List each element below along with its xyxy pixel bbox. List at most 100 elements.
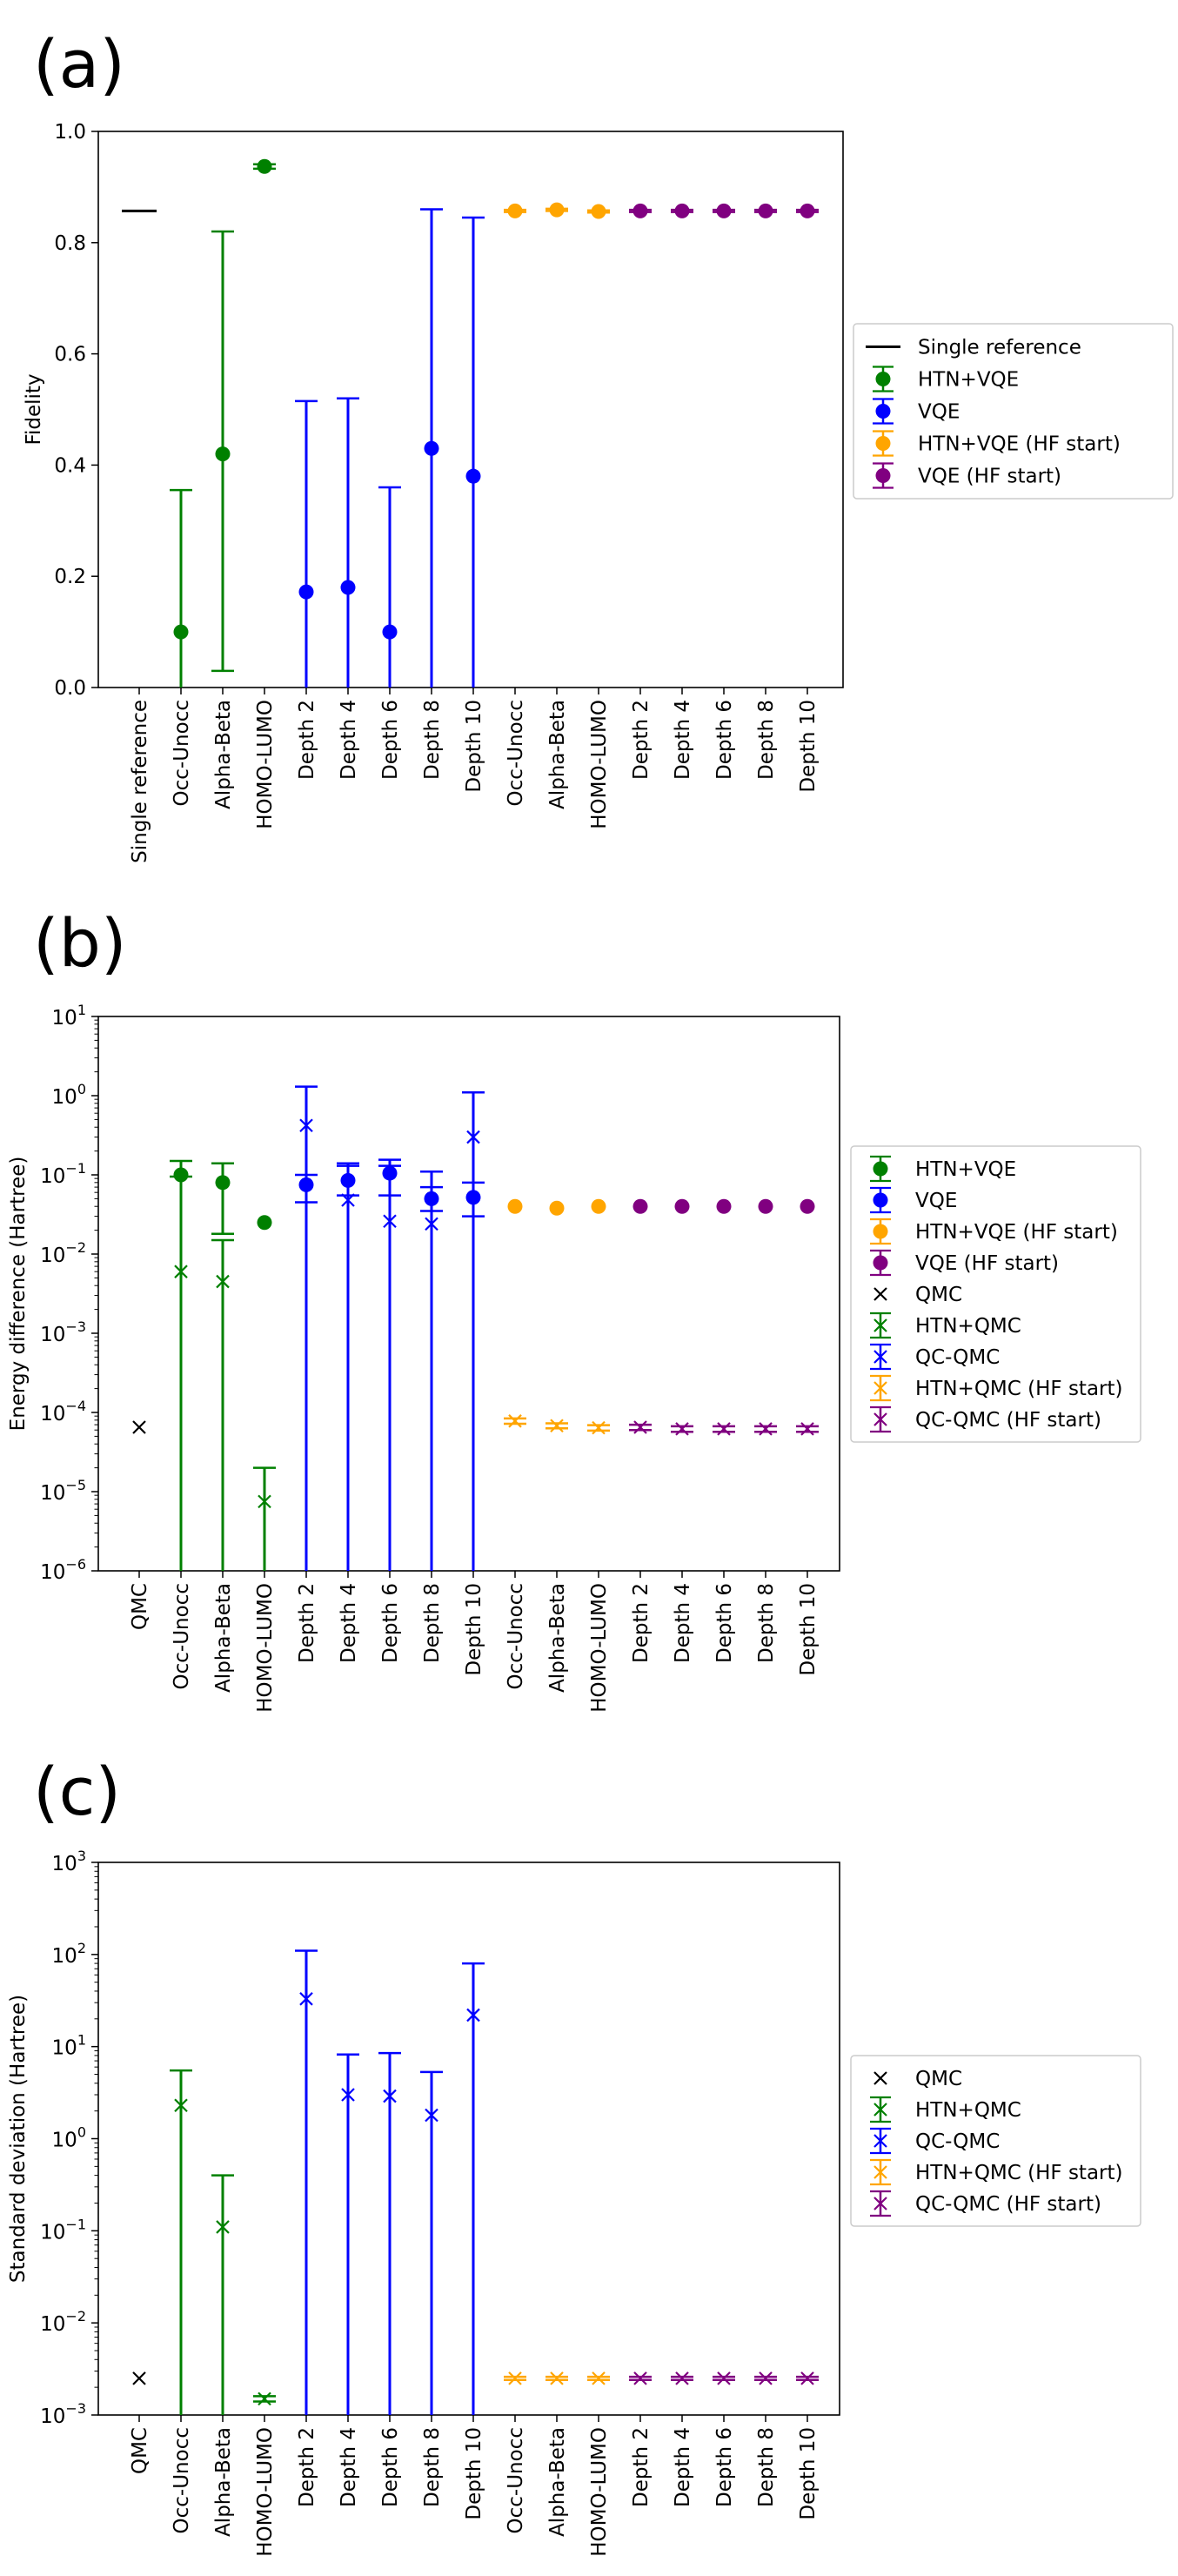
x-tick-label: Alpha-Beta: [212, 2427, 235, 2537]
legend-marker: [873, 2134, 887, 2148]
y-tick-label: 10−5: [40, 1477, 86, 1505]
y-tick-label: 10−2: [40, 2308, 86, 2336]
y-tick-label: 10−6: [40, 1556, 86, 1584]
data-point: [592, 2371, 606, 2385]
legend-label: HTN+VQE (HF start): [918, 433, 1121, 456]
legend-label: QC-QMC (HF start): [915, 2193, 1101, 2216]
legend: QMC HTN+QMC QC-QMC HTN+QMC (HF start) QC-QMC…: [850, 2055, 1141, 2227]
x-tick-label: Depth 2: [630, 700, 653, 780]
x-tick-label: Occ-Unocc: [171, 2427, 193, 2533]
x-tick-label: Single reference: [129, 700, 151, 863]
data-point: [758, 203, 773, 218]
y-tick-label: 0.4: [54, 454, 86, 477]
x-tick-label: Depth 10: [463, 2427, 485, 2520]
data-point: [425, 2108, 438, 2123]
data-point: [550, 1419, 564, 1433]
legend-item: HTN+QMC: [870, 1311, 1021, 1339]
legend-item: QMC: [873, 2068, 962, 2090]
data-point: [383, 2089, 397, 2103]
x-tick-label: Depth 6: [379, 1583, 402, 1663]
data-point: [215, 1175, 231, 1191]
x-tick-label: Depth 8: [421, 1583, 444, 1663]
x-tick-label: Depth 4: [672, 1583, 694, 1663]
data-point: [675, 2371, 689, 2385]
data-point: [382, 624, 398, 640]
data-point: [592, 1420, 606, 1435]
legend-label: HTN+VQE (HF start): [915, 1221, 1118, 1244]
legend-marker: [873, 1412, 887, 1426]
legend-label: Single reference: [918, 337, 1081, 359]
data-point: [341, 1193, 355, 1207]
legend-label: VQE (HF start): [918, 466, 1061, 488]
data-point: [174, 2098, 188, 2112]
data-point: [675, 1422, 689, 1436]
x-tick-label: Depth 10: [797, 2427, 820, 2520]
legend-label: HTN+QMC: [915, 2099, 1021, 2122]
x-tick-label: Depth 4: [338, 700, 360, 780]
x-tick-label: Alpha-Beta: [212, 1583, 235, 1693]
data-point: [465, 468, 481, 484]
x-tick-label: Depth 4: [672, 2427, 694, 2507]
legend-label: HTN+VQE: [915, 1158, 1016, 1181]
legend-marker: [873, 1318, 887, 1332]
x-tick-label: HOMO-LUMO: [588, 2427, 611, 2557]
data-point: [549, 1200, 565, 1216]
x-tick-label: Depth 8: [755, 1583, 778, 1663]
legend: HTN+VQE VQE HTN+VQE (HF start) VQE (HF star…: [850, 1145, 1141, 1443]
legend-label: QMC: [915, 1284, 962, 1306]
x-tick-label: Depth 2: [630, 1583, 653, 1663]
y-tick-label: 0.6: [54, 344, 86, 366]
data-point: [258, 1494, 271, 1509]
data-point: [257, 1215, 272, 1231]
series-qc-qmc: [295, 1949, 485, 2415]
x-tick-label: Occ-Unocc: [505, 2427, 527, 2533]
data-point: [633, 1420, 647, 1434]
x-tick-label: QMC: [129, 1583, 151, 1630]
data-point: [759, 1422, 773, 1436]
series-htn-vqe-hf-start-: [504, 202, 610, 219]
data-point: [550, 2371, 564, 2385]
y-tick-label: 103: [52, 1848, 86, 1875]
data-point: [507, 1198, 523, 1214]
legend-box: [850, 2055, 1141, 2227]
data-point: [340, 580, 356, 595]
data-point: [800, 2371, 814, 2385]
legend-marker: [873, 2197, 887, 2210]
legend-marker: [873, 1287, 887, 1301]
legend-marker: [873, 1381, 887, 1395]
legend-label: HTN+QMC: [915, 1315, 1021, 1338]
data-point: [591, 1198, 606, 1214]
data-point: [174, 1265, 188, 1278]
series-vqe-hf-start-: [633, 1198, 815, 1214]
x-tick-label: Depth 6: [713, 1583, 736, 1663]
data-point: [216, 1274, 230, 1289]
x-tick-label: Depth 2: [296, 1583, 318, 1663]
data-point: [633, 2371, 647, 2385]
data-point: [299, 1118, 313, 1133]
data-point: [299, 1992, 313, 2006]
y-tick-label: 100: [52, 1081, 86, 1109]
series-qmc: [132, 1420, 146, 1434]
y-tick-label: 10−2: [40, 1239, 86, 1267]
legend-marker: [873, 2071, 887, 2085]
series-qc-qmc: [295, 1085, 485, 1571]
legend-marker: [873, 2165, 887, 2179]
legend-item: QMC: [873, 1284, 962, 1306]
x-tick-label: Depth 8: [755, 2427, 778, 2507]
legend-marker: [873, 1255, 888, 1271]
data-point: [132, 2371, 146, 2385]
x-tick-label: Depth 8: [421, 700, 444, 780]
y-tick-label: 0.2: [54, 566, 86, 588]
x-tick-label: Depth 6: [379, 2427, 402, 2507]
data-point: [591, 204, 606, 219]
legend-box: [853, 323, 1174, 500]
x-tick-label: Occ-Unocc: [171, 700, 193, 806]
legend-item: HTN+QMC (HF start): [870, 1374, 1123, 1402]
legend-label: HTN+VQE: [918, 369, 1019, 392]
legend-marker: [875, 468, 891, 483]
data-point: [466, 1130, 480, 1144]
plot-frame: [97, 1862, 840, 2416]
legend-item: QC-QMC: [870, 1343, 1000, 1371]
data-point: [800, 1198, 815, 1214]
panel-label: (b): [33, 904, 127, 982]
